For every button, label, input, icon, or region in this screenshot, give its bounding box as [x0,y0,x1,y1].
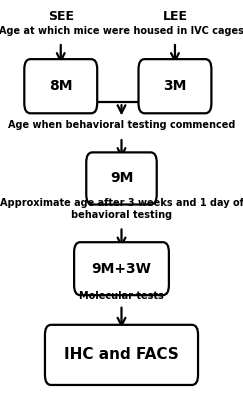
Text: 3M: 3M [163,79,187,93]
FancyBboxPatch shape [74,242,169,295]
Text: LEE: LEE [163,10,187,23]
Text: Approximate age after 3 weeks and 1 day of
behavioral testing: Approximate age after 3 weeks and 1 day … [0,198,243,220]
Text: Age when behavioral testing commenced: Age when behavioral testing commenced [8,120,235,130]
Text: IHC and FACS: IHC and FACS [64,347,179,363]
FancyBboxPatch shape [24,59,97,113]
Text: SEE: SEE [48,10,74,23]
Text: 9M: 9M [110,172,133,185]
FancyBboxPatch shape [86,152,157,205]
FancyBboxPatch shape [139,59,211,113]
Text: Age at which mice were housed in IVC cages: Age at which mice were housed in IVC cag… [0,26,243,36]
FancyBboxPatch shape [45,325,198,385]
Text: 8M: 8M [49,79,72,93]
Text: Molecular tests: Molecular tests [79,291,164,301]
Text: 9M+3W: 9M+3W [92,262,151,275]
